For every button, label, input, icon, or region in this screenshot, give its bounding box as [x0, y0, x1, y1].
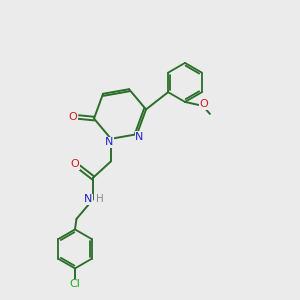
- Text: H: H: [96, 194, 104, 204]
- Text: O: O: [69, 112, 77, 122]
- Text: N: N: [135, 132, 144, 142]
- Text: N: N: [84, 194, 93, 204]
- Text: Cl: Cl: [70, 279, 80, 289]
- Text: N: N: [105, 137, 114, 147]
- Text: O: O: [70, 159, 79, 169]
- Text: O: O: [200, 99, 208, 109]
